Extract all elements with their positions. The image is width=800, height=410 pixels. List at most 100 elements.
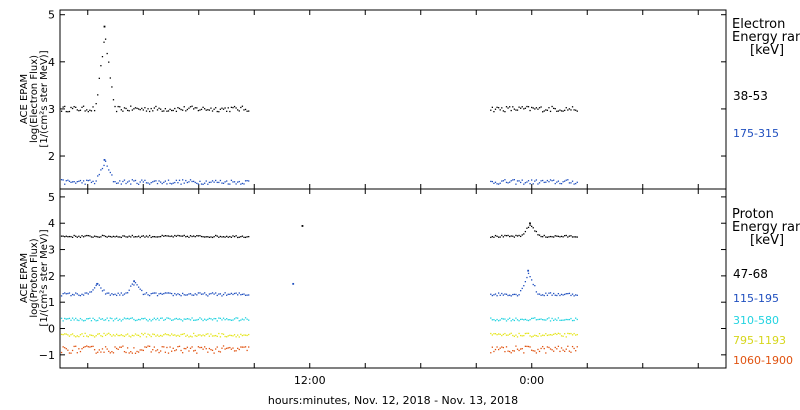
data-point <box>243 236 245 238</box>
data-point <box>73 335 75 337</box>
data-point <box>158 180 160 182</box>
data-point <box>224 335 226 338</box>
data-point <box>137 334 140 337</box>
data-point <box>64 105 66 108</box>
x-tick-label: 0:00 <box>519 374 544 387</box>
data-point <box>71 181 74 183</box>
data-point <box>497 292 500 294</box>
data-point <box>180 349 182 352</box>
data-point <box>126 317 129 320</box>
data-point <box>573 347 575 350</box>
data-point <box>82 105 85 107</box>
data-point <box>229 319 231 321</box>
data-point <box>79 109 82 111</box>
data-point <box>510 235 512 237</box>
data-point <box>183 318 185 320</box>
data-point <box>571 106 574 108</box>
data-point <box>144 332 146 335</box>
data-point <box>177 346 179 348</box>
data-point <box>197 346 200 348</box>
data-point <box>189 293 192 295</box>
data-point-spike <box>103 158 106 161</box>
data-point <box>222 182 225 184</box>
proton-y-axis: −1 0 1 2 3 4 5 <box>39 189 726 368</box>
data-point <box>575 334 577 336</box>
data-point <box>98 284 100 286</box>
data-point <box>177 234 179 237</box>
data-point <box>215 318 217 320</box>
data-point <box>87 293 89 295</box>
data-point <box>136 334 138 336</box>
data-point <box>79 350 82 353</box>
data-point <box>222 293 225 296</box>
electron-series-38-53 <box>60 25 578 113</box>
data-point <box>499 294 501 296</box>
data-point <box>156 236 159 238</box>
data-point <box>246 294 248 296</box>
data-point <box>128 110 130 112</box>
data-point <box>560 293 563 296</box>
data-point <box>182 352 184 354</box>
data-point <box>87 179 89 182</box>
data-point <box>64 333 66 335</box>
data-point <box>193 180 195 183</box>
data-point <box>227 319 229 321</box>
data-point <box>111 335 113 337</box>
data-point <box>119 346 121 348</box>
data-point <box>117 292 119 294</box>
data-point <box>182 235 184 237</box>
electron-ytick-label: 5 <box>48 9 55 22</box>
data-point <box>496 295 498 297</box>
data-point <box>73 181 75 183</box>
data-point <box>125 107 127 110</box>
data-point <box>141 317 143 320</box>
data-point <box>97 333 99 335</box>
data-point <box>211 236 214 239</box>
data-point <box>60 333 63 336</box>
data-point <box>523 183 525 185</box>
data-point <box>237 294 239 296</box>
data-point <box>535 352 538 354</box>
data-point <box>79 317 82 320</box>
data-point <box>520 107 522 109</box>
data-point <box>134 333 137 335</box>
data-point <box>520 334 522 337</box>
data-point <box>520 318 522 321</box>
data-point <box>501 292 503 295</box>
data-point <box>515 234 517 237</box>
data-point <box>95 335 97 337</box>
data-point <box>510 332 512 334</box>
data-point <box>95 352 97 354</box>
data-point <box>114 105 116 108</box>
data-point <box>183 347 185 350</box>
data-point <box>97 351 99 353</box>
data-point <box>172 347 174 349</box>
data-point <box>238 292 240 294</box>
data-point <box>188 293 190 295</box>
data-point <box>148 183 151 185</box>
data-point <box>571 319 574 322</box>
data-point <box>568 182 571 184</box>
electron-legend-38-53: 38-53 <box>733 89 768 103</box>
data-point <box>131 234 133 237</box>
data-point <box>241 334 244 337</box>
data-point <box>491 346 493 348</box>
data-point <box>95 284 97 287</box>
data-point <box>230 334 233 337</box>
data-point <box>248 294 250 296</box>
data-point <box>159 350 162 352</box>
data-point <box>101 335 104 338</box>
data-point <box>237 236 239 239</box>
data-point <box>84 319 86 322</box>
data-point <box>567 332 569 335</box>
data-point <box>65 110 67 113</box>
data-point <box>496 334 498 336</box>
data-point <box>224 236 226 238</box>
data-point <box>114 318 116 320</box>
data-point <box>95 320 97 322</box>
data-point <box>189 179 192 181</box>
data-point <box>136 107 138 110</box>
data-point <box>507 318 509 321</box>
data-point <box>204 292 206 294</box>
data-point <box>73 345 75 348</box>
